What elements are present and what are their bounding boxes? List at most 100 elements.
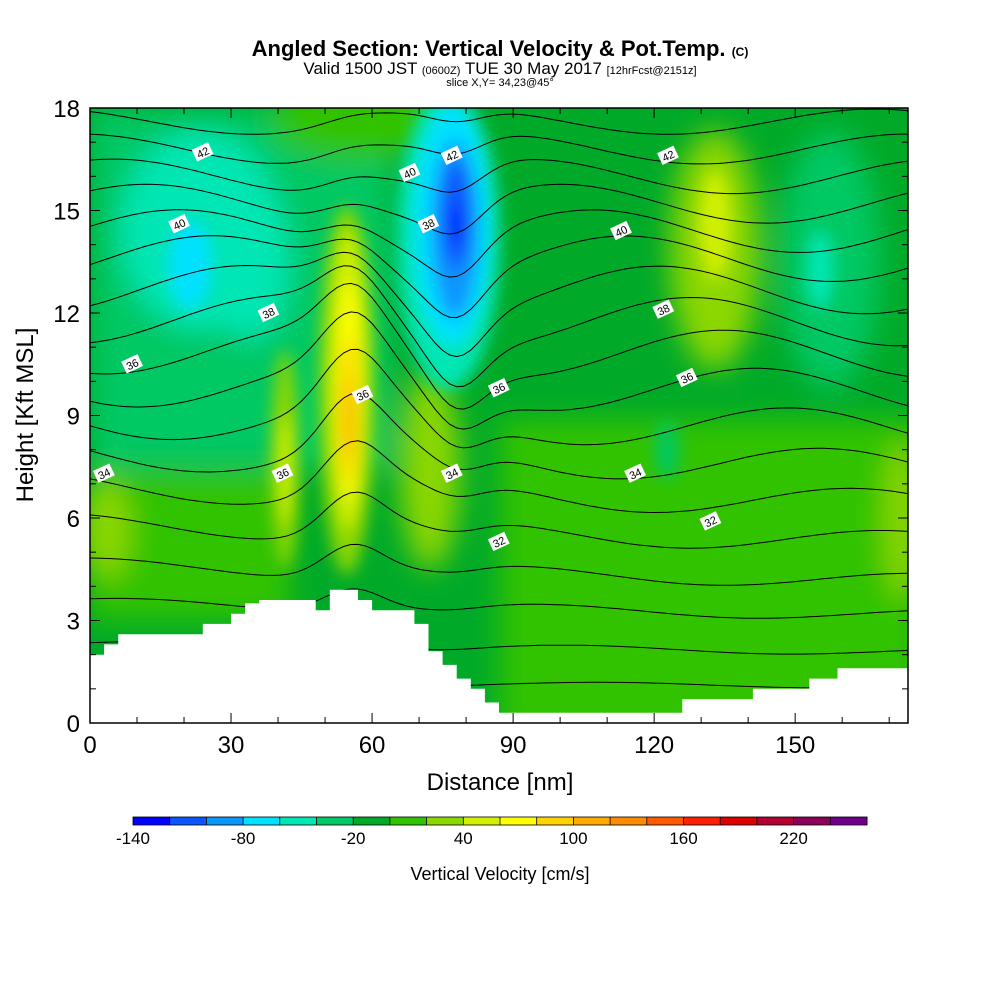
colorbar-swatch — [389, 817, 428, 825]
theta-label-text: 32 — [703, 514, 719, 530]
x-tick-label: 150 — [775, 732, 815, 759]
y-tick-label: 0 — [67, 711, 80, 738]
theta-label: 36 — [487, 378, 510, 398]
theta-label-bg — [191, 142, 214, 162]
theta-label: 42 — [440, 145, 463, 166]
colorbar-swatch — [720, 817, 758, 825]
forecast-info: [12hrFcst@2151z] — [606, 65, 697, 77]
y-axis-label: Height [Kft MSL] — [12, 328, 39, 503]
downdraft-small — [655, 420, 679, 480]
theta-label-bg — [699, 511, 722, 531]
theta-contour-line — [90, 543, 908, 586]
title-unit: (C) — [731, 45, 749, 59]
theta-label-text: 36 — [679, 371, 695, 387]
y-tick-label: 3 — [67, 609, 80, 636]
chart-subtitle: Valid 1500 JST (0600Z) TUE 30 May 2017 [… — [0, 59, 1000, 79]
theta-label-text: 32 — [491, 535, 507, 551]
colorbar-tick-label: 220 — [779, 829, 807, 848]
updraft-edge-right — [885, 440, 908, 600]
theta-label: 40 — [398, 162, 421, 183]
theta-contour-line — [90, 265, 908, 388]
theta-label: 34 — [440, 463, 463, 483]
title-text: Angled Section: Vertical Velocity & Pot.… — [251, 36, 726, 61]
valid-prefix: Valid 1500 JST — [303, 59, 418, 78]
theta-label-bg — [168, 214, 190, 234]
upper-weak-updraft — [270, 108, 450, 160]
theta-label: 38 — [417, 214, 440, 234]
theta-label-bg — [675, 367, 698, 388]
theta-label-bg — [440, 145, 463, 166]
colorbar-swatch — [463, 817, 501, 825]
theta-label-bg — [257, 302, 280, 323]
theta-label-text: 38 — [656, 302, 672, 318]
theta-contour-line — [90, 392, 908, 480]
theta-label: 36 — [351, 384, 374, 405]
theta-label-bg — [351, 384, 374, 405]
theta-contour-labels: 42 42 42 40 40 40 38 38 38 36 36 36 36 34 34 34 36 32 32 — [92, 142, 722, 552]
theta-label-text: 36 — [491, 381, 507, 397]
colorbar-swatch — [500, 817, 538, 825]
theta-contour-line — [90, 209, 908, 278]
y-tick-label: 18 — [53, 96, 80, 123]
theta-label-bg — [398, 162, 421, 183]
theta-label-text: 40 — [172, 217, 188, 233]
downdraft-left-core — [168, 220, 212, 310]
theta-label-bg — [610, 220, 632, 241]
colorbar-swatch — [610, 817, 648, 825]
y-tick-label: 6 — [67, 506, 80, 533]
theta-contour-line — [90, 251, 908, 358]
velocity-field — [90, 108, 908, 723]
colorbar-swatch — [279, 817, 317, 825]
colorbar-swatch — [793, 817, 831, 825]
colorbar-tick-label: 40 — [454, 829, 473, 848]
valid-date: TUE 30 May 2017 — [464, 59, 602, 78]
theta-label-text: 38 — [261, 306, 277, 322]
theta-contour-line — [90, 311, 908, 430]
theta-contour-line — [90, 348, 908, 449]
downdraft-left-b — [210, 180, 290, 340]
theta-label-bg — [92, 463, 115, 483]
x-tick-label: 0 — [83, 732, 96, 759]
theta-contour-line — [90, 133, 908, 165]
chart-title: Angled Section: Vertical Velocity & Pot.… — [0, 36, 1000, 62]
updraft-main-peak — [344, 380, 354, 460]
theta-label-bg — [271, 463, 294, 483]
theta-label-text: 42 — [444, 149, 460, 165]
colorbar-swatch — [206, 817, 244, 825]
colorbar-swatch — [169, 817, 207, 825]
theta-label: 36 — [121, 354, 143, 374]
theta-label-bg — [440, 463, 463, 483]
theta-label: 36 — [675, 367, 698, 388]
theta-label-text: 40 — [614, 224, 630, 240]
theta-label-text: 36 — [125, 357, 141, 373]
updraft-edge-left — [90, 480, 130, 580]
theta-label-text: 42 — [661, 149, 677, 165]
colorbar-swatch — [243, 817, 281, 825]
x-tick-label: 90 — [500, 732, 527, 759]
theta-contour-line — [90, 588, 908, 619]
colorbar-tick-label: 160 — [669, 829, 697, 848]
theta-label-text: 36 — [355, 388, 371, 404]
theta-label-text: 34 — [628, 466, 644, 482]
downdraft-main-peak — [450, 203, 462, 247]
y-tick-label: 9 — [67, 404, 80, 431]
colorbar-swatch — [133, 817, 171, 825]
updraft-right-core — [699, 170, 731, 280]
theta-label-bg — [657, 145, 679, 166]
downdraft-right-core — [806, 230, 834, 310]
colorbar-swatch — [683, 817, 721, 825]
theta-contour-line — [90, 491, 908, 549]
theta-label: 40 — [168, 214, 190, 234]
utc-time: (0600Z) — [421, 65, 461, 77]
theta-label: 42 — [657, 145, 679, 166]
colorbar-swatch — [756, 817, 795, 825]
theta-label-bg — [624, 463, 646, 483]
theta-label: 34 — [92, 463, 115, 483]
colorbar-tick-label: 100 — [559, 829, 587, 848]
theta-label-text: 42 — [195, 145, 211, 161]
x-tick-label: 120 — [634, 732, 674, 759]
colorbar-tick-label: -80 — [231, 829, 256, 848]
y-tick-label: 12 — [53, 301, 80, 328]
